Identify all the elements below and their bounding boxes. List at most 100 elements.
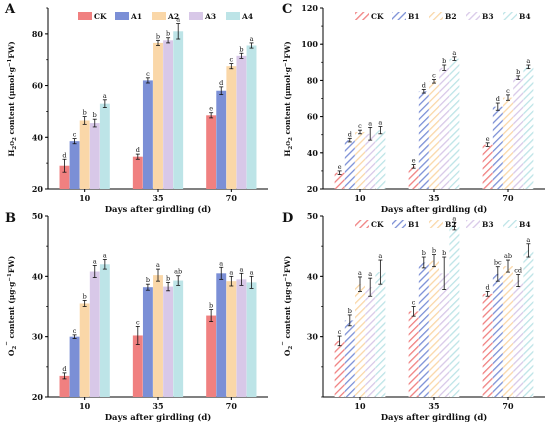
legend-swatch-b4 (503, 220, 517, 228)
legend-swatch-a2 (152, 12, 166, 20)
y-tick-label: 60 (32, 81, 44, 91)
y-axis-label-part: FW) (283, 256, 292, 273)
bar-ck (59, 165, 70, 189)
y-axis-label-part: O (7, 349, 16, 356)
significance-letter: e (209, 105, 213, 113)
significance-letter: a (239, 265, 243, 273)
bar-b1 (418, 91, 429, 189)
bar-b2 (355, 131, 365, 189)
legend-swatch-ck (78, 12, 92, 20)
bar-b4 (449, 226, 460, 397)
bar-ck (408, 311, 419, 397)
bar-a4 (173, 31, 184, 190)
bar-b1 (492, 106, 503, 189)
bar-a2 (153, 275, 163, 397)
y-axis-label-part: −1 (283, 273, 289, 282)
significance-letter: a (452, 49, 456, 57)
significance-letter: c (338, 328, 342, 336)
legend-swatch-b3 (466, 220, 480, 228)
x-tick-label: 35 (428, 401, 439, 411)
significance-letter: d (136, 146, 140, 154)
bar-ck (206, 315, 217, 397)
bar-a4 (246, 282, 257, 397)
legend-swatch-b1 (392, 220, 406, 228)
significance-letter: d (219, 79, 223, 87)
legend-swatch-b2 (429, 12, 443, 20)
significance-letter: a (526, 236, 530, 244)
bar-a4 (99, 264, 110, 397)
y-axis-label-part: H (7, 150, 16, 157)
x-tick-label: 70 (226, 401, 238, 411)
y-axis-label-part: −1 (283, 58, 289, 67)
significance-letter: b (432, 247, 436, 255)
y-axis-label-part: content (μmol·g (7, 66, 16, 137)
bar-b4 (523, 66, 534, 189)
bar-a2 (226, 281, 237, 397)
y-tick-label: 20 (307, 184, 319, 194)
y-tick-label: 40 (307, 271, 319, 281)
legend-swatch-a4 (226, 12, 240, 20)
y-tick-label: 60 (307, 112, 319, 122)
y-axis-label-part: 2 (12, 137, 18, 141)
bar-b2 (503, 266, 513, 397)
y-axis-label: O2− content (μg·g−1FW) (4, 256, 18, 356)
bar-a4 (246, 45, 257, 189)
bar-b1 (344, 320, 355, 397)
bar-ck (334, 340, 345, 397)
panel-letter: B (5, 211, 16, 226)
x-tick-label: 70 (502, 193, 514, 203)
y-axis-label-part: FW) (7, 41, 16, 58)
y-axis-label-part: − (280, 341, 286, 346)
significance-letter: a (378, 252, 382, 260)
significance-letter: a (368, 270, 372, 278)
y-tick-label: 40 (32, 271, 44, 281)
bar-ck (59, 375, 70, 397)
panel-letter: D (282, 211, 293, 226)
y-tick-label: 40 (32, 132, 44, 142)
bar-b4 (375, 130, 386, 189)
bar-a1 (69, 336, 80, 397)
significance-letter: b (83, 292, 87, 300)
legend-label: B1 (408, 220, 420, 229)
significance-letter: b (166, 274, 170, 282)
bar-b2 (355, 284, 365, 397)
bar-b4 (449, 58, 460, 190)
significance-letter: d (62, 365, 66, 373)
bar-b4 (375, 272, 386, 397)
significance-letter: b (209, 302, 213, 310)
x-tick-label: 70 (226, 193, 238, 203)
bar-b4 (523, 250, 534, 397)
significance-letter: e (412, 157, 416, 165)
x-tick-label: 70 (502, 401, 514, 411)
bar-a3 (236, 55, 247, 190)
significance-letter: a (156, 261, 160, 269)
bar-ck (408, 166, 419, 189)
bar-b2 (429, 81, 439, 189)
legend-label: A1 (130, 12, 142, 21)
y-axis-label-part: −1 (7, 273, 13, 282)
legend-swatch-a1 (115, 12, 129, 20)
significance-letter: b (93, 111, 97, 119)
legend-swatch-b3 (466, 12, 480, 20)
significance-letter: b (348, 307, 352, 315)
legend: CK B1 B2 B3 B4 (355, 12, 531, 21)
x-axis-label: Days after girdling (d) (381, 412, 488, 423)
significance-letter: b (146, 276, 150, 284)
y-axis-label-part: O (286, 141, 292, 146)
y-axis-label-part: FW) (283, 41, 292, 58)
y-tick-label: 80 (307, 75, 319, 85)
significance-letter: c (136, 318, 140, 326)
y-axis-label: H2O2 content (μmol·g−1FW) (283, 41, 294, 156)
significance-letter: d (348, 130, 352, 138)
significance-letter: e (338, 163, 342, 171)
significance-letter: a (358, 269, 362, 277)
bar-a1 (142, 287, 153, 397)
bar-a2 (226, 66, 237, 189)
bar-a4 (99, 103, 110, 189)
significance-letter: a (452, 215, 456, 223)
legend-label: A2 (167, 12, 179, 21)
y-axis-label-part: H (283, 150, 292, 157)
